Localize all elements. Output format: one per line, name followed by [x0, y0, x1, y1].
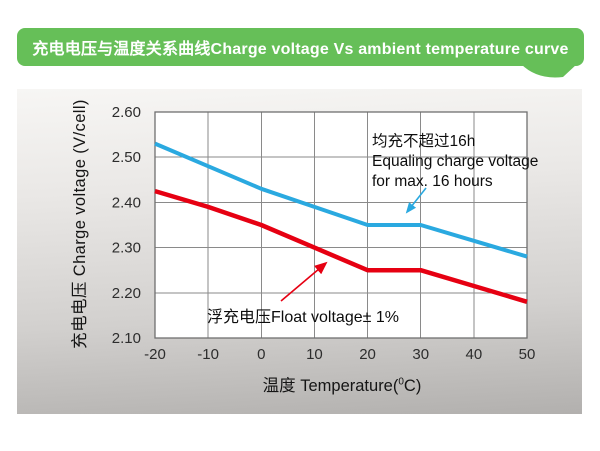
- y-tick-label: 2.10: [112, 330, 141, 347]
- plot-area: [155, 112, 527, 338]
- y-axis-tick-labels: 2.60 2.50 2.40 2.30 2.20 2.10: [112, 104, 141, 347]
- equalize-charge-voltage-curve: [154, 141, 528, 259]
- x-axis-title-text: 温度 Temperature(: [262, 377, 399, 395]
- x-tick-label: 40: [466, 346, 483, 363]
- chart-panel: 2.60 2.50 2.40 2.30 2.20 2.10 -20 -10 0 10 20 30 40…: [17, 89, 582, 414]
- float-annotation-text: 浮充电压Float voltage± 1%: [207, 309, 399, 326]
- x-tick-label: 30: [412, 346, 429, 363]
- equalize-annotation-arrow: [405, 187, 427, 214]
- equalize-annotation-line3: for max. 16 hours: [372, 173, 493, 190]
- x-tick-label: 50: [519, 346, 536, 363]
- x-tick-label: -20: [144, 346, 166, 363]
- x-axis-tick-labels: -20 -10 0 10 20 30 40 50: [144, 346, 535, 363]
- plot-border: [154, 111, 528, 339]
- x-tick-label: 0: [257, 346, 265, 363]
- float-annotation: 浮充电压Float voltage± 1%: [207, 303, 399, 327]
- equalize-annotation-line1: 均充不超过16h: [372, 133, 476, 150]
- x-axis-title: 温度 Temperature(0C): [263, 372, 422, 396]
- x-tick-label: 10: [306, 346, 323, 363]
- chart: 2.60 2.50 2.40 2.30 2.20 2.10 -20 -10 0 10 20 30 40…: [112, 104, 536, 363]
- banner-tail-pointer: [521, 64, 577, 78]
- x-tick-label: 20: [359, 346, 376, 363]
- title-banner: 充电电压与温度关系曲线Charge voltage Vs ambient tem…: [17, 28, 584, 66]
- y-tick-label: 2.30: [112, 240, 141, 257]
- x-tick-label: -10: [197, 346, 219, 363]
- equalize-annotation: 均充不超过16h Equaling charge voltage for max…: [372, 132, 538, 192]
- x-axis-title-unit: C): [403, 377, 422, 395]
- y-tick-label: 2.50: [112, 149, 141, 166]
- page-title: 充电电压与温度关系曲线Charge voltage Vs ambient tem…: [32, 41, 569, 58]
- data-curves: [154, 141, 528, 304]
- y-tick-label: 2.20: [112, 285, 141, 302]
- y-tick-label: 2.40: [112, 194, 141, 211]
- float-annotation-arrow: [280, 261, 328, 302]
- y-axis-title: 充电电压 Charge voltage (V/cell): [71, 99, 89, 349]
- x-axis-degree-superscript: 0: [398, 376, 404, 388]
- float-charge-voltage-curve: [154, 188, 528, 304]
- equalize-annotation-line2: Equaling charge voltage: [372, 153, 539, 170]
- y-tick-label: 2.60: [112, 104, 141, 121]
